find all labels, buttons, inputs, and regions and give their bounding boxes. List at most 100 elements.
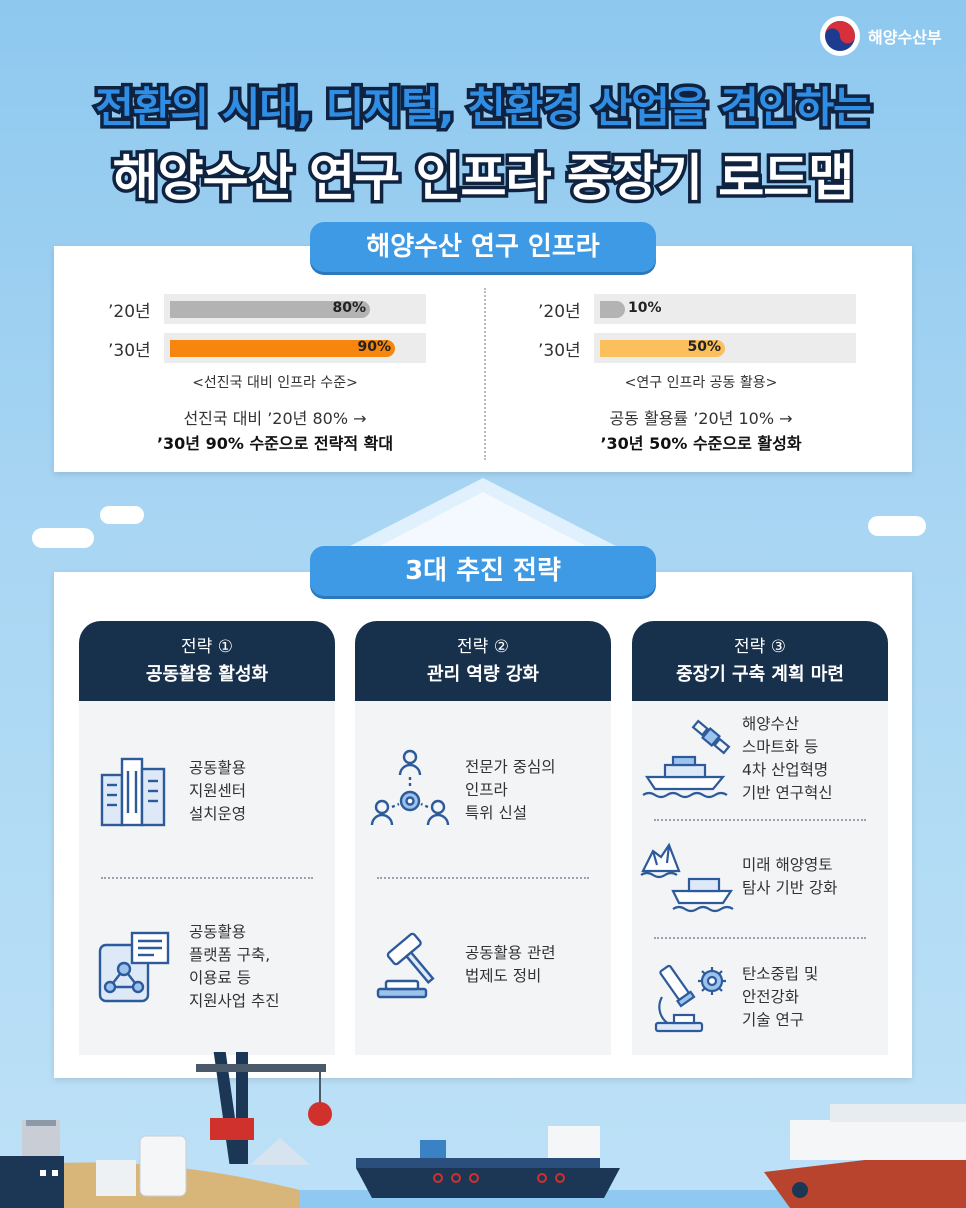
strategy-title: 관리 역량 강화 [427, 664, 539, 685]
text-line: 4차 산업혁명 [742, 761, 829, 779]
text-line: 법제도 정비 [465, 967, 542, 985]
strategy-body: 공동활용 지원센터 설치운영 공동활용 플랫폼 구축, 이용료 등 지원사업 추… [79, 701, 335, 1055]
text-line: 기술 연구 [742, 1010, 804, 1029]
strategy-body: 전문가 중심의 인프라 특위 신설 공동활용 관련 법제도 정비 [355, 701, 611, 1055]
bar-value: 50% [687, 339, 721, 355]
ministry-logo: 해양수산부 [820, 14, 942, 58]
left-desc-line2: ’30년 90% 수준으로 전략적 확대 [156, 434, 394, 453]
strategy-tag: 전략 ① [181, 637, 233, 657]
text-line: 플랫폼 구축, [189, 946, 271, 964]
bar-fill: 10% [600, 300, 662, 318]
harbor-illustration [0, 1052, 966, 1208]
text-line: 탐사 기반 강화 [742, 879, 838, 897]
strategy-item-text: 탄소중립 및 안전강화 기술 연구 [742, 963, 818, 1032]
strategy-item-text: 공동활용 관련 법제도 정비 [465, 942, 556, 988]
item-divider [654, 937, 866, 939]
year-label: ’20년 [108, 301, 151, 322]
right-desc-line2: ’30년 50% 수준으로 활성화 [600, 434, 802, 453]
text-line: 공동활용 [189, 923, 247, 941]
left-desc-line1: 선진국 대비 ’20년 80% → [183, 409, 367, 428]
item-divider [101, 877, 313, 879]
text-line: 스마트화 등 [742, 738, 819, 756]
strategy-header: 전략 ② 관리 역량 강화 [355, 621, 611, 701]
page-title-line2: 해양수산 연구 인프라 중장기 로드맵 [109, 146, 858, 211]
strategy-tag: 전략 ② [457, 637, 509, 657]
text-line: 이용료 등 [189, 969, 251, 987]
gavel-icon [376, 932, 435, 999]
infra-label: 해양수산 연구 인프라 [310, 222, 656, 272]
strategy-item-text: 공동활용 지원센터 설치운영 [189, 757, 246, 826]
strategy-item: 미래 해양영토 탐사 기반 강화 [632, 841, 888, 913]
strategy-item-text: 미래 해양영토 탐사 기반 강화 [742, 854, 837, 900]
strategy-tag: 전략 ③ [734, 637, 786, 657]
right-desc-line1: 공동 활용률 ’20년 10% → [609, 409, 793, 428]
ministry-name: 해양수산부 [868, 28, 942, 47]
text-line: 지원사업 추진 [189, 992, 280, 1010]
strategy-header: 전략 ① 공동활용 활성화 [79, 621, 335, 701]
text-line: 인프라 [465, 780, 508, 799]
strategy-body: 해양수산 스마트화 등 4차 산업혁명 기반 연구혁신 미래 해양영토 탐사 기… [632, 701, 888, 1055]
strategy-item: 탄소중립 및 안전강화 기술 연구 [632, 959, 888, 1035]
strategy-item-text: 공동활용 플랫폼 구축, 이용료 등 지원사업 추진 [189, 921, 280, 1013]
cloud-decoration [32, 528, 94, 548]
strategy-item: 공동활용 관련 법제도 정비 [355, 927, 611, 1003]
text-line: 해양수산 [742, 715, 800, 733]
right-caption: <연구 인프라 공동 활용> [624, 375, 778, 391]
bar-value: 80% [332, 300, 366, 316]
strategy-item: 해양수산 스마트화 등 4차 산업혁명 기반 연구혁신 [632, 713, 888, 805]
iceberg-ship-icon [640, 842, 734, 913]
buildings-icon [100, 757, 166, 827]
strategy-item-text: 전문가 중심의 인프라 특위 신설 [465, 756, 556, 825]
year-label: ’30년 [538, 340, 581, 361]
bar-track: 80% [164, 294, 426, 324]
text-line: 기반 연구혁신 [742, 784, 833, 802]
strategy-title: 공동활용 활성화 [145, 664, 269, 685]
ship-satellite-icon [642, 719, 731, 799]
strategy-title: 중장기 구축 계획 마련 [676, 664, 844, 685]
left-caption: <선진국 대비 인프라 수준> [192, 375, 358, 391]
bar-row-right-20: ’20년 10% [538, 294, 856, 324]
strategy-item-text: 해양수산 스마트화 등 4차 산업혁명 기반 연구혁신 [742, 713, 833, 805]
experts-gear-icon [370, 749, 450, 826]
bar-row-left-30: ’30년 90% [108, 333, 426, 363]
strategy-item: 공동활용 지원센터 설치운영 [79, 753, 335, 829]
page-title-line1: 전환의 시대, 디지털, 친환경 산업을 견인하는 [92, 80, 876, 136]
bar-fill: 50% [600, 339, 725, 357]
text-line: 탄소중립 및 [742, 964, 819, 983]
bar-row-right-30: ’30년 50% [538, 333, 856, 363]
year-label: ’30년 [108, 340, 151, 361]
bar-row-left-20: ’20년 80% [108, 294, 426, 324]
platform-network-icon [98, 931, 170, 1003]
bar-value: 10% [628, 300, 662, 316]
strategy-item: 공동활용 플랫폼 구축, 이용료 등 지원사업 추진 [79, 921, 335, 1013]
bar-fill: 90% [170, 339, 395, 357]
text-line: 공동활용 [189, 758, 247, 777]
strategy-column-1: 전략 ① 공동활용 활성화 공동활용 지원센터 설치운영 [79, 621, 335, 1055]
bar-value: 90% [357, 339, 391, 355]
left-description: 선진국 대비 ’20년 80% → ’30년 90% 수준으로 전략적 확대 [110, 406, 440, 456]
microscope-gear-icon [654, 964, 726, 1033]
taegeuk-emblem-icon [820, 16, 860, 56]
item-divider [654, 819, 866, 821]
strategy-label: 3대 추진 전략 [310, 546, 656, 596]
right-description: 공동 활용률 ’20년 10% → ’30년 50% 수준으로 활성화 [536, 406, 866, 456]
cloud-decoration [100, 506, 144, 524]
text-line: 지원센터 [189, 781, 247, 800]
strategy-header: 전략 ③ 중장기 구축 계획 마련 [632, 621, 888, 701]
panel-divider [484, 288, 486, 460]
bar-track: 10% [594, 294, 856, 324]
text-line: 미래 해양영토 [742, 856, 833, 874]
strategy-column-3: 전략 ③ 중장기 구축 계획 마련 해양수산 스마트화 등 4차 산업혁명 기반… [632, 621, 888, 1055]
text-line: 특위 신설 [465, 803, 527, 822]
text-line: 안전강화 [742, 987, 800, 1006]
cloud-decoration [868, 516, 926, 536]
text-line: 공동활용 관련 [465, 944, 556, 962]
item-divider [377, 877, 589, 879]
bar-track: 50% [594, 333, 856, 363]
bar-track: 90% [164, 333, 426, 363]
strategy-item: 전문가 중심의 인프라 특위 신설 [355, 747, 611, 833]
text-line: 전문가 중심의 [465, 757, 556, 776]
text-line: 설치운영 [189, 804, 247, 823]
year-label: ’20년 [538, 301, 581, 322]
strategy-column-2: 전략 ② 관리 역량 강화 전문가 중심의 인프라 특위 신설 [355, 621, 611, 1055]
